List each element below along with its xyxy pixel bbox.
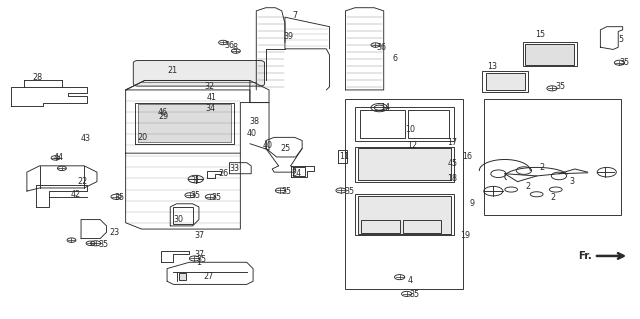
Text: 9: 9	[470, 199, 475, 208]
Text: 36: 36	[225, 41, 234, 49]
Text: 17: 17	[447, 137, 458, 147]
Text: 36: 36	[376, 43, 386, 52]
Text: 45: 45	[447, 159, 458, 168]
FancyBboxPatch shape	[133, 61, 264, 86]
Text: 5: 5	[618, 35, 623, 44]
Text: 34: 34	[205, 104, 215, 113]
Bar	[484, 100, 621, 215]
Text: 44: 44	[54, 153, 63, 162]
Bar	[358, 196, 451, 234]
Text: 23: 23	[109, 228, 120, 237]
Text: 22: 22	[78, 177, 88, 186]
Text: 32: 32	[204, 82, 214, 91]
Text: 29: 29	[158, 112, 168, 121]
Text: 40: 40	[262, 141, 273, 150]
Text: 1: 1	[196, 258, 201, 267]
Text: 37: 37	[195, 250, 205, 259]
Bar	[293, 167, 305, 176]
Text: 35: 35	[99, 240, 108, 249]
Text: 46: 46	[157, 108, 168, 117]
Text: 35: 35	[620, 58, 630, 67]
Text: 16: 16	[462, 152, 472, 161]
Text: 26: 26	[218, 169, 228, 178]
Text: 20: 20	[138, 133, 148, 142]
Text: 3: 3	[569, 177, 574, 186]
Text: 11: 11	[339, 152, 349, 161]
Text: 25: 25	[280, 144, 291, 153]
Bar	[355, 147, 454, 182]
Bar	[355, 194, 454, 235]
Text: 8: 8	[232, 43, 237, 52]
Text: 35: 35	[115, 193, 125, 202]
Text: 6: 6	[393, 54, 397, 63]
Bar	[346, 100, 463, 289]
Text: Fr.: Fr.	[578, 251, 591, 261]
Text: 18: 18	[447, 174, 458, 183]
Text: 14: 14	[381, 103, 390, 112]
Bar	[362, 220, 399, 233]
Bar	[358, 148, 451, 180]
Bar	[403, 220, 441, 233]
Bar	[408, 110, 449, 138]
Text: 4: 4	[408, 276, 413, 285]
Text: 27: 27	[204, 272, 214, 281]
Text: 15: 15	[535, 30, 545, 39]
Text: 35: 35	[409, 290, 419, 299]
Text: 31: 31	[190, 175, 200, 185]
Text: 19: 19	[460, 231, 470, 240]
Text: 21: 21	[167, 66, 177, 76]
Text: 35: 35	[190, 191, 200, 200]
Text: 35: 35	[282, 187, 292, 196]
Text: 28: 28	[32, 73, 42, 82]
Text: 30: 30	[173, 215, 184, 224]
Bar	[523, 42, 577, 66]
Text: 2: 2	[540, 163, 545, 172]
Text: 43: 43	[81, 134, 91, 144]
Text: 39: 39	[283, 32, 293, 41]
Text: 12: 12	[407, 141, 417, 150]
Bar	[525, 44, 574, 65]
Text: 38: 38	[250, 117, 260, 126]
Bar	[179, 273, 186, 280]
Text: 35: 35	[556, 82, 566, 91]
Text: 42: 42	[70, 190, 81, 199]
Text: 37: 37	[195, 231, 205, 240]
Text: 13: 13	[487, 62, 497, 71]
Text: 35: 35	[344, 187, 355, 196]
Text: 40: 40	[246, 129, 257, 138]
Bar	[355, 107, 454, 141]
Text: 35: 35	[196, 255, 207, 263]
Bar	[483, 71, 529, 92]
Text: 7: 7	[292, 11, 297, 20]
Text: 2: 2	[526, 182, 531, 191]
Bar	[173, 207, 193, 224]
Text: 2: 2	[550, 193, 556, 202]
Bar	[486, 72, 525, 90]
Text: 41: 41	[207, 93, 216, 102]
Text: 10: 10	[405, 125, 415, 134]
Text: 33: 33	[230, 165, 239, 174]
Bar	[360, 110, 405, 138]
Text: 35: 35	[212, 193, 222, 202]
Text: 24: 24	[291, 169, 301, 178]
Bar	[138, 104, 231, 142]
